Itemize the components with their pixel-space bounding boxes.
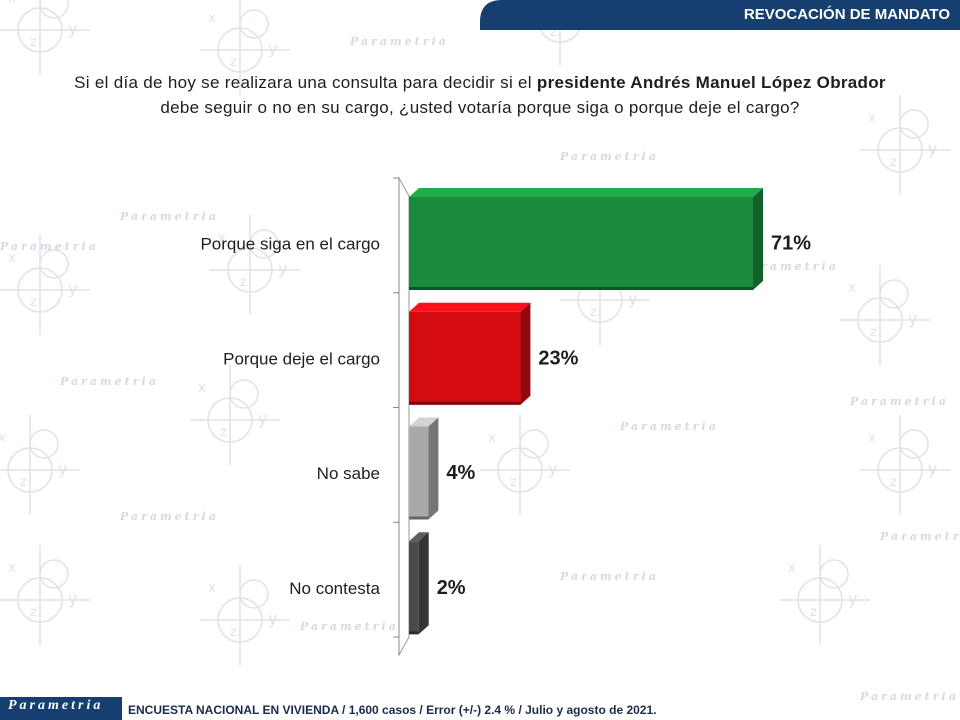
watermark-text: Parametria — [119, 210, 219, 223]
watermark-text: x — [848, 281, 856, 296]
watermark-text: x — [0, 431, 6, 446]
watermark-text: z — [230, 625, 237, 640]
bar-side-face — [418, 532, 429, 635]
watermark-text: Parametria — [559, 570, 659, 583]
watermark-text: y — [928, 459, 937, 478]
question-text-bold: presidente Andrés Manuel López Obrador — [536, 73, 886, 92]
footer-logo-text: Parametria — [8, 698, 104, 713]
watermark-text: Parametria — [349, 35, 449, 48]
bar-side-face — [428, 417, 439, 520]
watermark-text: x — [208, 11, 216, 26]
watermark-text: z — [890, 475, 897, 490]
question-text-part2: debe seguir o no en su cargo, ¿usted vot… — [160, 98, 800, 117]
watermark-text: z — [550, 25, 557, 40]
watermark-text: y — [68, 279, 77, 298]
watermark-text: z — [810, 605, 817, 620]
watermark-text: x — [788, 561, 796, 576]
watermark-text: z — [30, 295, 37, 310]
watermark-text: y — [278, 259, 287, 278]
bar — [409, 426, 429, 520]
watermark-text: y — [268, 39, 277, 58]
watermark-text: x — [868, 111, 876, 126]
watermark-text: Parametria — [559, 150, 659, 163]
watermark-text: z — [230, 55, 237, 70]
value-label: 23% — [538, 347, 578, 369]
bar — [409, 541, 419, 635]
watermark-text: y — [928, 139, 937, 158]
category-label: Porque siga en el cargo — [200, 235, 380, 254]
header-banner — [480, 0, 960, 30]
bar-top-face — [409, 532, 429, 542]
watermark-text: y — [908, 309, 917, 328]
watermark-text: Parametria — [879, 530, 960, 543]
watermark-text: z — [30, 35, 37, 50]
category-label: No contesta — [289, 579, 380, 598]
watermark-text: y — [68, 19, 77, 38]
watermark-text: Parametria — [849, 395, 949, 408]
chart-axis-wall — [398, 176, 410, 657]
bar — [409, 311, 521, 405]
watermark-text: x — [8, 561, 16, 576]
watermark-text: y — [628, 289, 637, 308]
category-label: No sabe — [317, 464, 380, 483]
watermark-text: Parametria — [619, 420, 719, 433]
watermark-text: y — [68, 589, 77, 608]
watermark-text: Parametria — [59, 375, 159, 388]
watermark-text: z — [220, 425, 227, 440]
watermark-text: y — [58, 459, 67, 478]
bar-shadow — [409, 516, 429, 520]
watermark-text: Parametria — [0, 240, 99, 253]
bar-top-face — [409, 302, 531, 312]
watermark-text: Parametria — [119, 510, 219, 523]
watermark-text: x — [868, 431, 876, 446]
bar-shadow — [409, 631, 419, 635]
value-label: 4% — [446, 462, 475, 484]
watermark-text: y — [548, 459, 557, 478]
watermark-text: x — [488, 431, 496, 446]
bar — [409, 197, 753, 290]
watermark-text: y — [848, 589, 857, 608]
bar-top-face — [409, 417, 439, 427]
watermark-text: x — [8, 0, 16, 6]
watermark-text: z — [590, 305, 597, 320]
survey-question: Si el día de hoy se realizara una consul… — [30, 70, 930, 120]
section-title: REVOCACIÓN DE MANDATO — [743, 6, 950, 23]
question-text-part1: Si el día de hoy se realizara una consul… — [74, 73, 537, 92]
watermark-text: x — [208, 581, 216, 596]
watermark-text: y — [268, 609, 277, 628]
value-label: 71% — [771, 233, 811, 255]
watermark-text: z — [30, 605, 37, 620]
watermark-text: Parametria — [739, 260, 839, 273]
watermark-text: Parametria — [859, 690, 959, 703]
bar-side-face — [520, 302, 531, 405]
bar-shadow — [409, 401, 521, 405]
watermark-text: z — [240, 275, 247, 290]
watermark-text: z — [870, 325, 877, 340]
footer-logo: Parametria — [0, 697, 122, 720]
watermark-text: x — [198, 381, 206, 396]
value-label: 2% — [437, 577, 466, 599]
watermark-text: y — [258, 409, 267, 428]
bar-shadow — [409, 287, 753, 290]
watermark-text: x — [8, 251, 16, 266]
watermark-text: Parametria — [299, 620, 399, 633]
watermark-text: z — [510, 475, 517, 490]
watermark-text: z — [890, 155, 897, 170]
bar-side-face — [753, 188, 763, 290]
bar-top-face — [409, 188, 763, 197]
watermark-text: x — [218, 231, 226, 246]
survey-methodology-note: ENCUESTA NACIONAL EN VIVIENDA / 1,600 ca… — [128, 703, 657, 717]
watermark-text: z — [20, 475, 27, 490]
category-label: Porque deje el cargo — [223, 349, 380, 368]
